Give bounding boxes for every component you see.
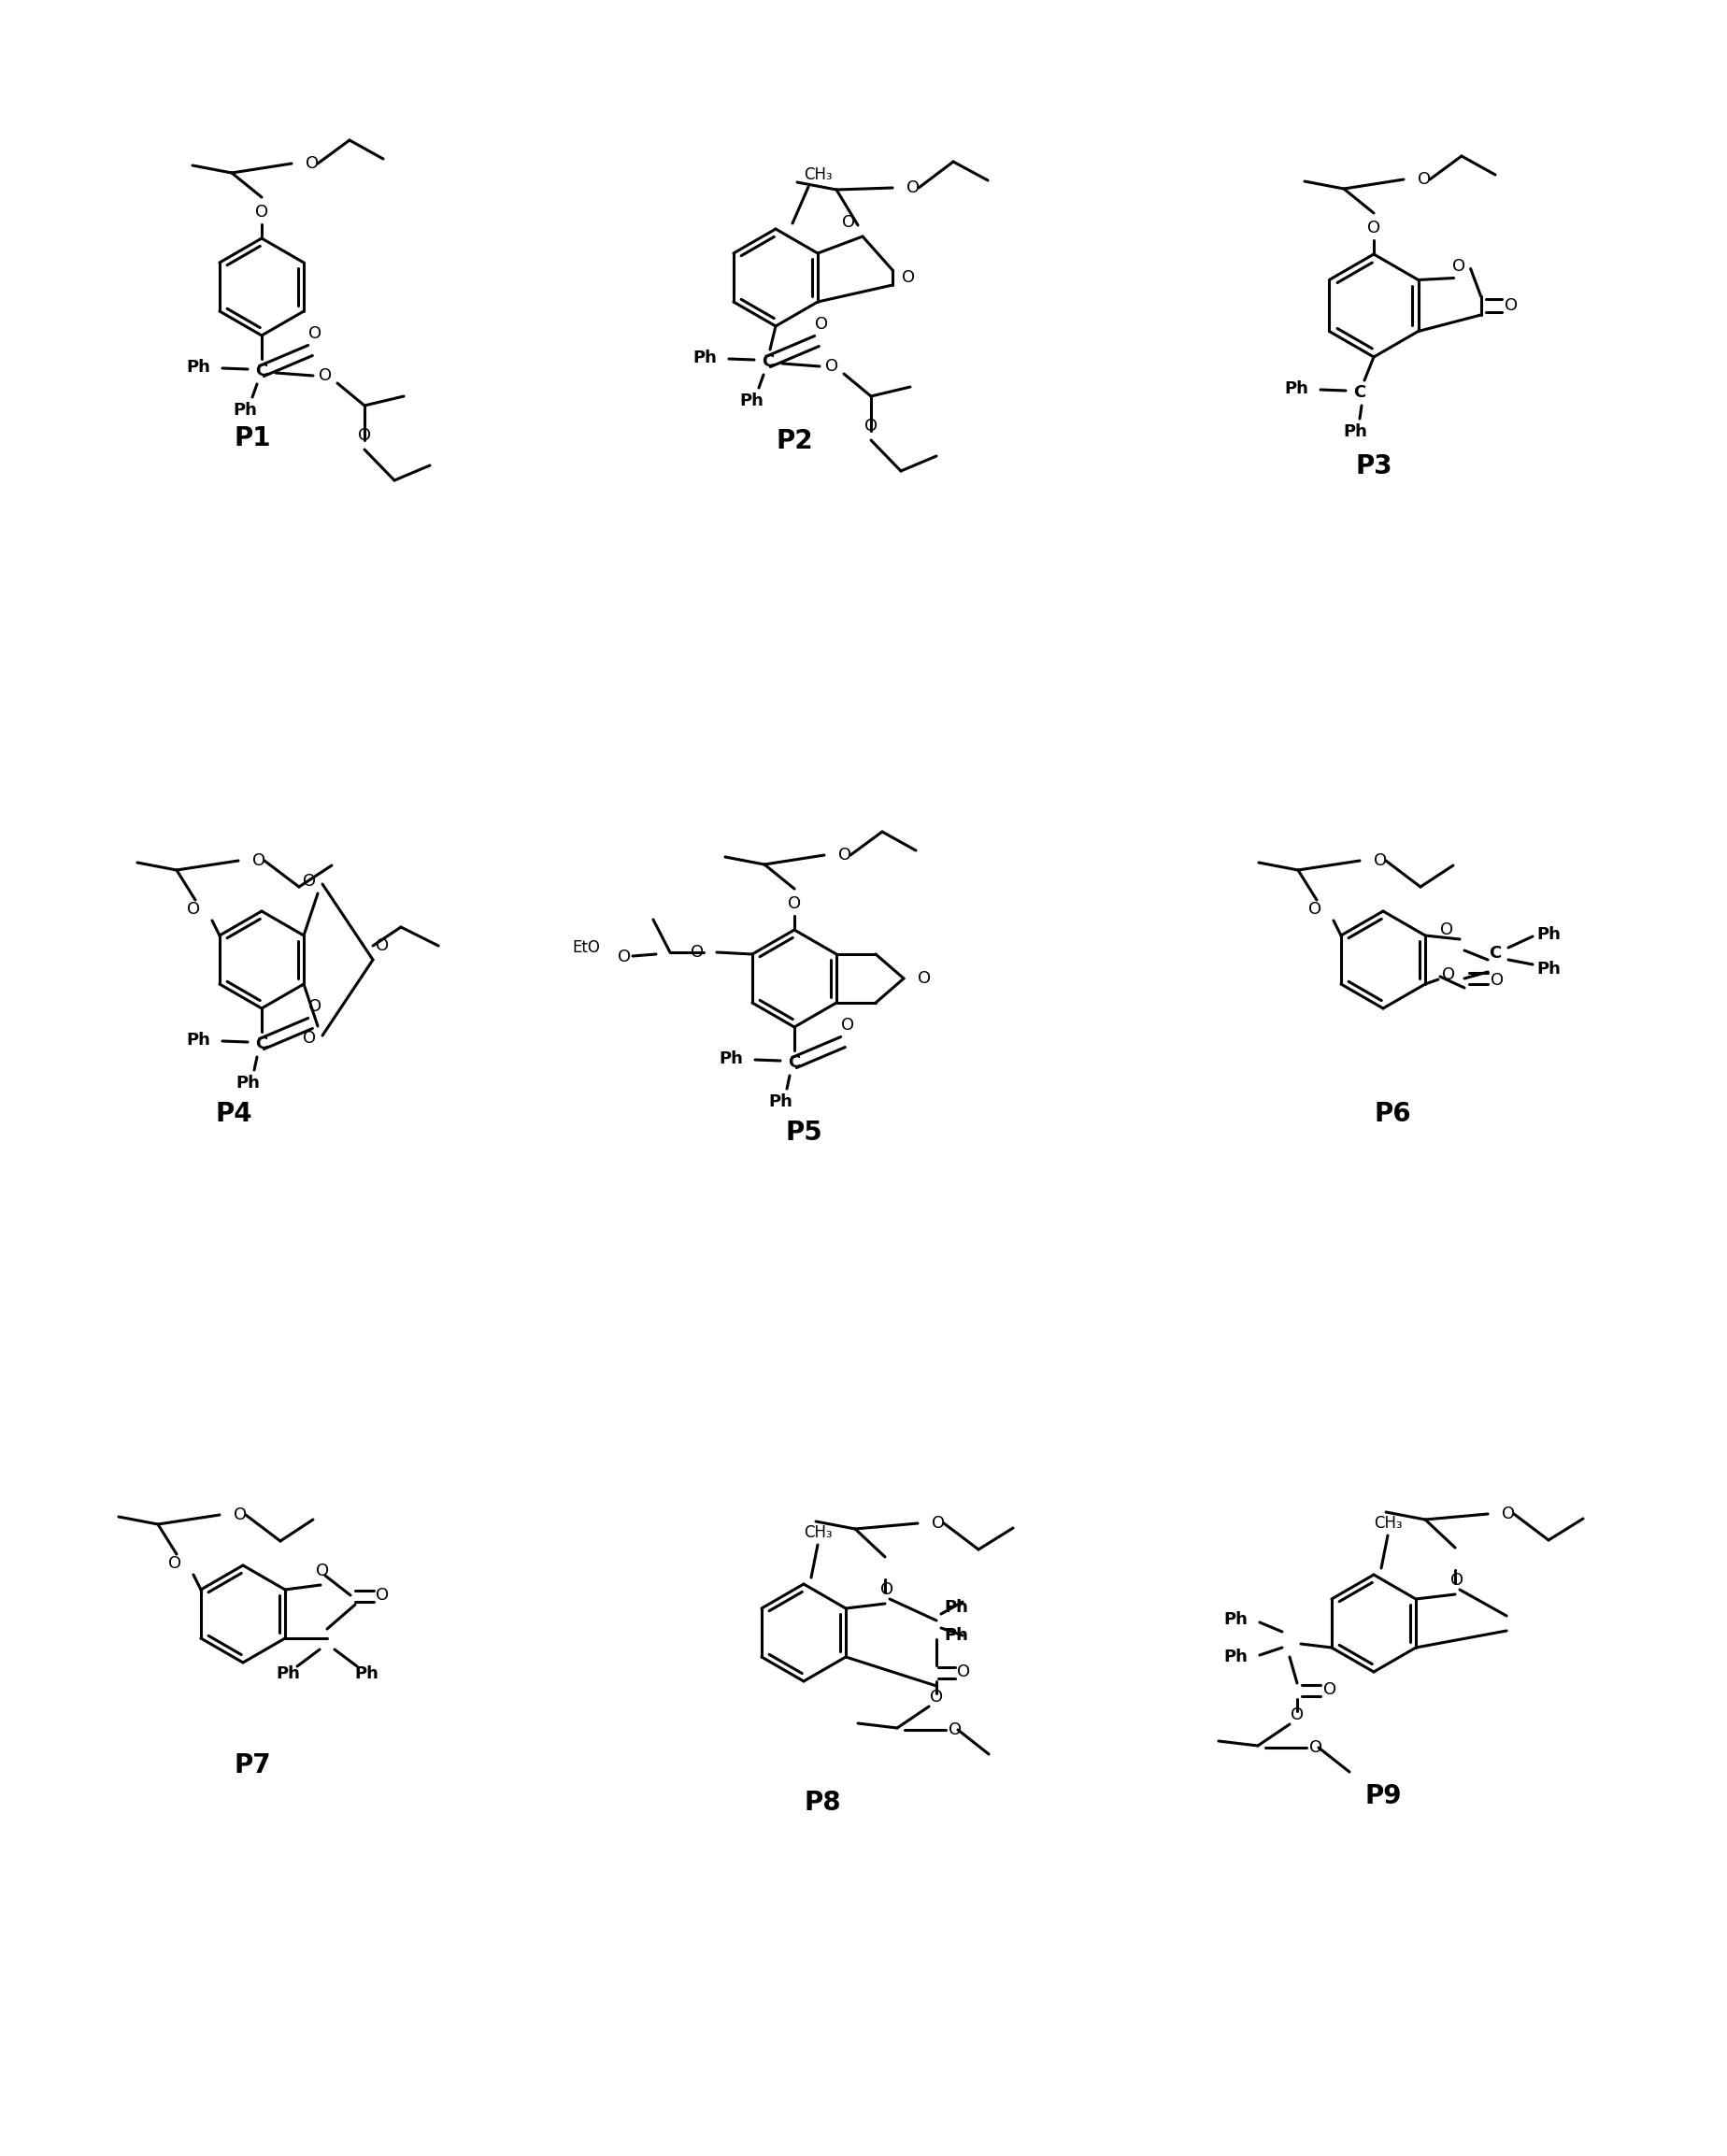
Text: Ph: Ph [1537,962,1561,977]
Text: O: O [1442,966,1456,983]
Text: P9: P9 [1364,1783,1402,1809]
Text: O: O [917,970,931,987]
Text: O: O [1368,220,1380,237]
Text: O: O [865,418,877,436]
Text: O: O [306,155,319,172]
Text: O: O [618,949,630,966]
Text: O: O [1309,1740,1323,1755]
Text: CH₃: CH₃ [803,166,832,183]
Text: O: O [691,944,703,962]
Text: O: O [1323,1682,1337,1699]
Text: O: O [302,1031,316,1046]
Text: O: O [1307,901,1321,918]
Text: Ph: Ph [1223,1611,1247,1628]
Text: O: O [1451,1572,1463,1589]
Text: O: O [309,326,321,343]
Text: C: C [256,362,268,379]
Text: O: O [168,1554,181,1572]
Text: Ph: Ph [1223,1649,1247,1664]
Text: O: O [357,427,371,444]
Text: O: O [376,938,389,955]
Text: O: O [907,179,920,196]
Text: O: O [1418,170,1432,188]
Text: O: O [838,847,851,865]
Text: Ph: Ph [276,1664,300,1682]
Text: Ph: Ph [718,1050,743,1067]
Text: CH₃: CH₃ [803,1524,832,1542]
Text: Ph: Ph [945,1600,969,1615]
Text: O: O [933,1516,945,1531]
Text: O: O [948,1720,962,1738]
Text: O: O [309,998,321,1015]
Text: O: O [252,852,266,869]
Text: CH₃: CH₃ [1373,1516,1402,1531]
Text: Ph: Ph [739,392,763,410]
Text: O: O [901,270,915,287]
Text: P5: P5 [786,1119,822,1145]
Text: O: O [1502,1505,1515,1522]
Text: O: O [302,873,316,890]
Text: P2: P2 [775,429,813,455]
Text: O: O [826,358,838,375]
Text: Ph: Ph [354,1664,378,1682]
Text: P6: P6 [1375,1102,1411,1128]
Text: Ph: Ph [1537,927,1561,942]
Text: C: C [256,1035,268,1052]
Text: Ph: Ph [1285,379,1309,397]
Text: Ph: Ph [1344,423,1368,440]
Text: Ph: Ph [187,358,211,375]
Text: O: O [1373,852,1387,869]
Text: Ph: Ph [945,1628,969,1643]
Text: C: C [1489,944,1501,962]
Text: O: O [1504,298,1518,315]
Text: P7: P7 [233,1753,271,1779]
Text: O: O [256,203,268,220]
Text: C: C [1354,384,1366,401]
Text: P8: P8 [803,1789,841,1815]
Text: P1: P1 [233,425,271,451]
Text: EtO: EtO [572,940,599,955]
Text: Ph: Ph [187,1033,211,1048]
Text: O: O [376,1587,389,1604]
Text: O: O [233,1507,247,1524]
Text: P3: P3 [1356,453,1392,479]
Text: Ph: Ph [233,401,257,418]
Text: O: O [1290,1708,1304,1723]
Text: O: O [316,1563,330,1580]
Text: O: O [929,1688,943,1705]
Text: O: O [841,1018,855,1033]
Text: P4: P4 [216,1102,252,1128]
Text: C: C [788,1054,801,1072]
Text: Ph: Ph [693,349,717,367]
Text: Ph: Ph [235,1074,259,1091]
Text: O: O [843,213,855,231]
Text: O: O [1440,921,1452,938]
Text: O: O [1452,259,1464,276]
Text: O: O [318,367,332,384]
Text: C: C [762,354,774,371]
Text: O: O [187,901,200,918]
Text: O: O [881,1580,893,1598]
Text: O: O [815,317,827,332]
Text: O: O [957,1664,971,1680]
Text: Ph: Ph [769,1093,793,1110]
Text: O: O [1490,972,1504,990]
Text: O: O [788,895,801,912]
